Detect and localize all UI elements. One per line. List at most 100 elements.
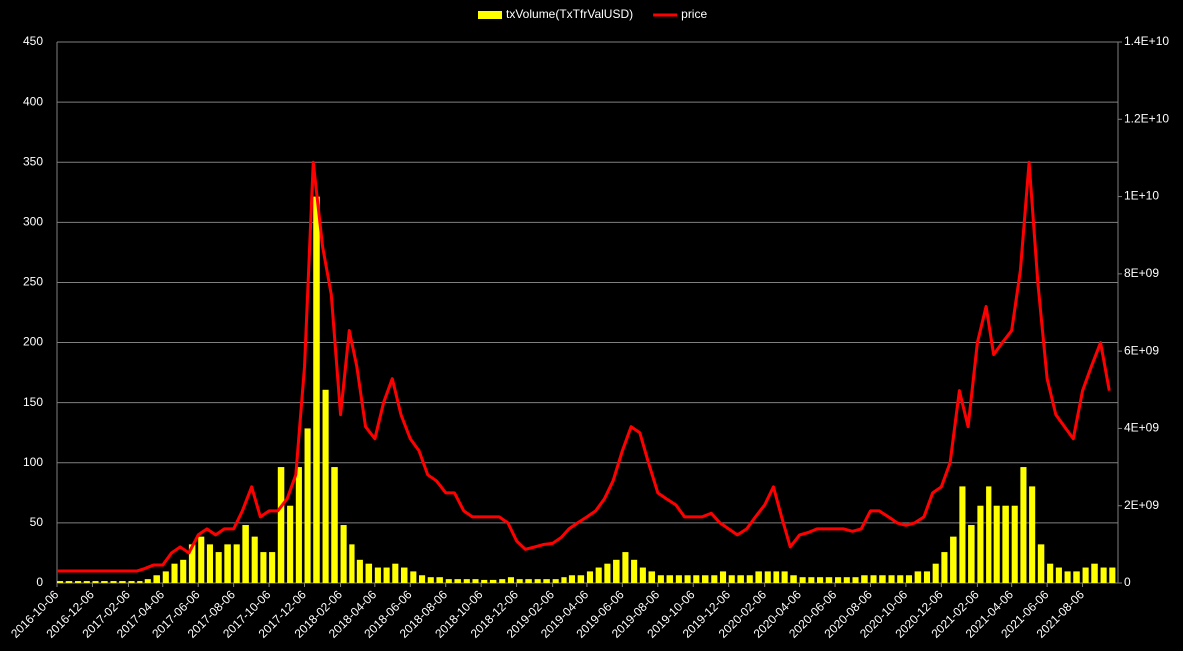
- bar: [543, 579, 550, 583]
- bar: [206, 544, 214, 583]
- bar: [914, 571, 922, 583]
- bar: [1055, 567, 1062, 583]
- bar: [295, 467, 302, 583]
- bar: [162, 571, 169, 583]
- bar: [888, 575, 895, 583]
- bar: [215, 552, 222, 583]
- bar: [781, 571, 788, 583]
- bar: [392, 563, 399, 583]
- bar: [445, 579, 452, 583]
- bar: [631, 559, 638, 583]
- bar: [374, 567, 381, 583]
- bar: [410, 571, 417, 583]
- bar: [171, 563, 178, 583]
- bar: [622, 552, 629, 583]
- bar: [198, 536, 205, 583]
- bar: [577, 575, 585, 583]
- bar: [986, 486, 992, 583]
- bar: [684, 575, 691, 583]
- bar: [950, 536, 957, 583]
- y2-tick-label: 1E+10: [1124, 189, 1159, 203]
- bar: [639, 567, 646, 583]
- bar: [57, 581, 64, 583]
- bar: [790, 575, 797, 583]
- bar: [304, 428, 311, 583]
- bar: [968, 525, 975, 583]
- bar: [897, 575, 904, 583]
- bar: [534, 579, 541, 583]
- bar: [331, 467, 338, 583]
- bar: [693, 575, 700, 583]
- bar: [83, 581, 90, 583]
- bar: [427, 577, 434, 583]
- legend-swatch: [478, 11, 502, 19]
- bar: [499, 579, 506, 583]
- legend-label: txVolume(TxTfrValUSD): [506, 7, 633, 21]
- bar: [923, 571, 931, 583]
- bar: [128, 581, 135, 583]
- bar: [1029, 486, 1036, 583]
- bar: [843, 577, 850, 583]
- bar: [340, 525, 347, 583]
- y-tick-label: 50: [30, 515, 44, 529]
- bar: [75, 581, 82, 583]
- y2-tick-label: 1.4E+10: [1124, 34, 1169, 48]
- bar: [233, 544, 240, 583]
- y2-tick-label: 1.2E+10: [1124, 111, 1169, 125]
- y-tick-label: 200: [23, 335, 43, 349]
- bar: [657, 575, 664, 583]
- bar: [260, 552, 267, 583]
- bar: [825, 577, 833, 583]
- bar: [322, 389, 329, 583]
- bar: [489, 579, 497, 583]
- bar: [525, 579, 532, 583]
- y2-tick-label: 8E+09: [1124, 266, 1159, 280]
- bar: [737, 575, 744, 583]
- bar: [1037, 544, 1045, 583]
- bar: [454, 579, 461, 583]
- bar: [463, 579, 470, 583]
- bar: [959, 486, 966, 583]
- bar: [773, 571, 780, 583]
- bar: [613, 559, 620, 583]
- bar: [472, 579, 479, 583]
- bar: [879, 575, 886, 583]
- bar: [701, 575, 709, 583]
- y-tick-label: 450: [23, 34, 43, 48]
- bar: [1073, 571, 1080, 583]
- bar: [1109, 567, 1116, 583]
- bar: [941, 552, 948, 583]
- y-tick-label: 300: [23, 215, 43, 229]
- bar: [356, 559, 363, 583]
- bar: [1082, 567, 1089, 583]
- bar: [400, 567, 408, 583]
- bar: [799, 577, 806, 583]
- bar: [861, 575, 868, 583]
- bar: [817, 577, 824, 583]
- bar: [648, 571, 656, 583]
- y-tick-label: 400: [23, 94, 43, 108]
- bar: [224, 544, 231, 583]
- bar: [1020, 467, 1027, 583]
- bar: [242, 525, 249, 583]
- bar: [144, 579, 151, 583]
- bar: [808, 577, 815, 583]
- y2-tick-label: 0: [1124, 575, 1131, 589]
- bar: [349, 544, 355, 583]
- legend-label: price: [681, 7, 707, 21]
- bar: [110, 581, 117, 583]
- bar: [269, 552, 276, 583]
- bar: [604, 563, 611, 583]
- bar: [251, 536, 258, 583]
- bar: [835, 577, 842, 583]
- y2-tick-label: 2E+09: [1124, 498, 1159, 512]
- bar: [1002, 505, 1009, 583]
- bar: [586, 571, 594, 583]
- bar: [137, 581, 143, 583]
- bar: [746, 575, 753, 583]
- bar: [383, 567, 390, 583]
- y-tick-label: 350: [23, 154, 43, 168]
- bar: [764, 571, 771, 583]
- y-tick-label: 100: [23, 455, 43, 469]
- bar: [277, 467, 285, 583]
